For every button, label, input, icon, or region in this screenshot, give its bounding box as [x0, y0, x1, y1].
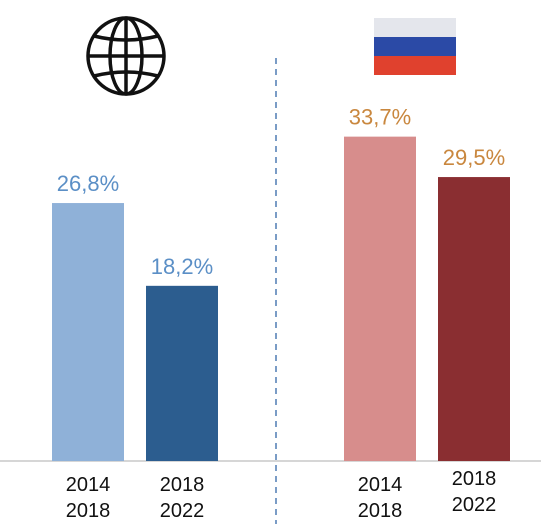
- world-bar-1: [52, 203, 124, 462]
- world-value-label-2: 18,2%: [151, 254, 213, 279]
- world-value-label-1: 26,8%: [57, 171, 119, 196]
- world-bar-2: [146, 285, 218, 461]
- globe-icon: [86, 16, 166, 96]
- russia-flag-icon: [374, 18, 456, 75]
- russia-value-label-1: 33,7%: [349, 105, 411, 130]
- russia-value-label-2: 29,5%: [443, 145, 505, 170]
- world-category-label-2: 2018 2022: [160, 474, 205, 522]
- russia-category-label-1: 2014 2018: [358, 474, 403, 522]
- russia-bar-2: [438, 177, 510, 461]
- world-category-label-1: 2014 2018: [66, 474, 111, 522]
- russia-bar-1: [344, 136, 416, 461]
- russia-category-label-2: 2018 2022: [452, 468, 497, 516]
